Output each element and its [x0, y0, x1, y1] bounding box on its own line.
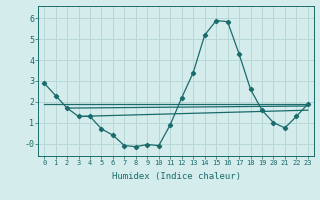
X-axis label: Humidex (Indice chaleur): Humidex (Indice chaleur) [111, 172, 241, 181]
